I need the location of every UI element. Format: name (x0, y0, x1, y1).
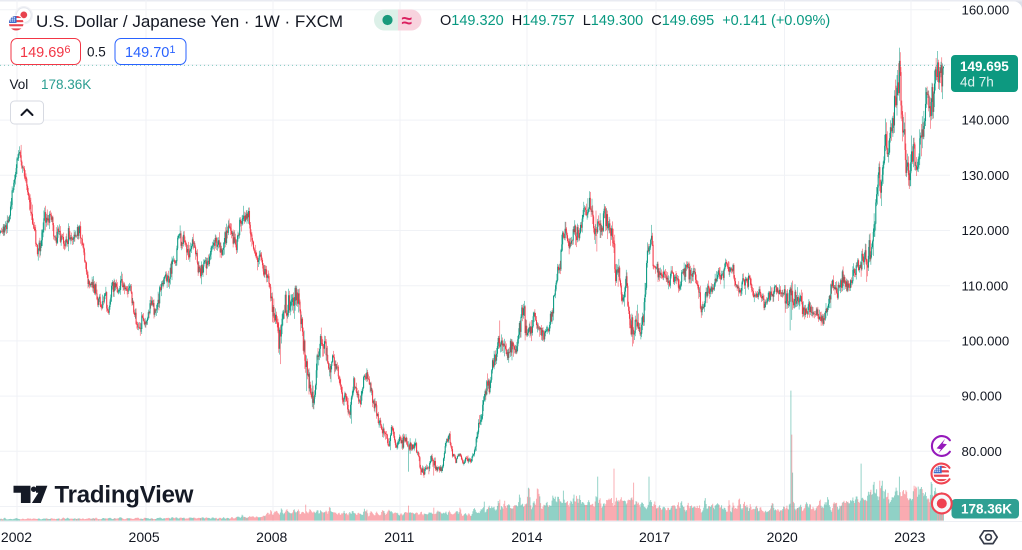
svg-text:120.000: 120.000 (962, 223, 1010, 238)
svg-text:2017: 2017 (639, 529, 670, 545)
svg-text:Vol: Vol (10, 77, 29, 92)
svg-text:178.36K: 178.36K (961, 502, 1012, 517)
svg-text:≈: ≈ (402, 11, 413, 32)
svg-text:2014: 2014 (511, 529, 542, 545)
svg-text:2005: 2005 (129, 529, 160, 545)
svg-text:178.36K: 178.36K (41, 77, 91, 92)
svg-text:149.695: 149.695 (960, 59, 1009, 74)
svg-text:4d 7h: 4d 7h (960, 75, 994, 90)
svg-text:2020: 2020 (767, 529, 798, 545)
svg-text:U.S. Dollar / Japanese Yen · 1: U.S. Dollar / Japanese Yen · 1W · FXCM (36, 12, 343, 31)
svg-text:2011: 2011 (384, 529, 414, 545)
svg-text:2008: 2008 (256, 529, 287, 545)
svg-text:80.000: 80.000 (962, 444, 1002, 459)
svg-text:O149.320 H149.757 L149.300: O149.320 H149.757 L149.300 C149.695 +0.1… (440, 13, 830, 29)
svg-text:140.000: 140.000 (962, 113, 1010, 128)
svg-text:100.000: 100.000 (962, 334, 1010, 349)
svg-text:130.000: 130.000 (962, 168, 1010, 183)
svg-text:149.696: 149.696 (20, 44, 70, 61)
svg-text:160.000: 160.000 (962, 2, 1010, 17)
svg-text:110.000: 110.000 (962, 278, 1009, 293)
svg-text:0.5: 0.5 (87, 45, 106, 60)
svg-text:2002: 2002 (1, 529, 32, 545)
svg-text:90.000: 90.000 (962, 389, 1002, 404)
svg-text:2023: 2023 (894, 529, 925, 545)
svg-text:TradingView: TradingView (55, 482, 194, 509)
svg-text:149.701: 149.701 (125, 44, 175, 61)
